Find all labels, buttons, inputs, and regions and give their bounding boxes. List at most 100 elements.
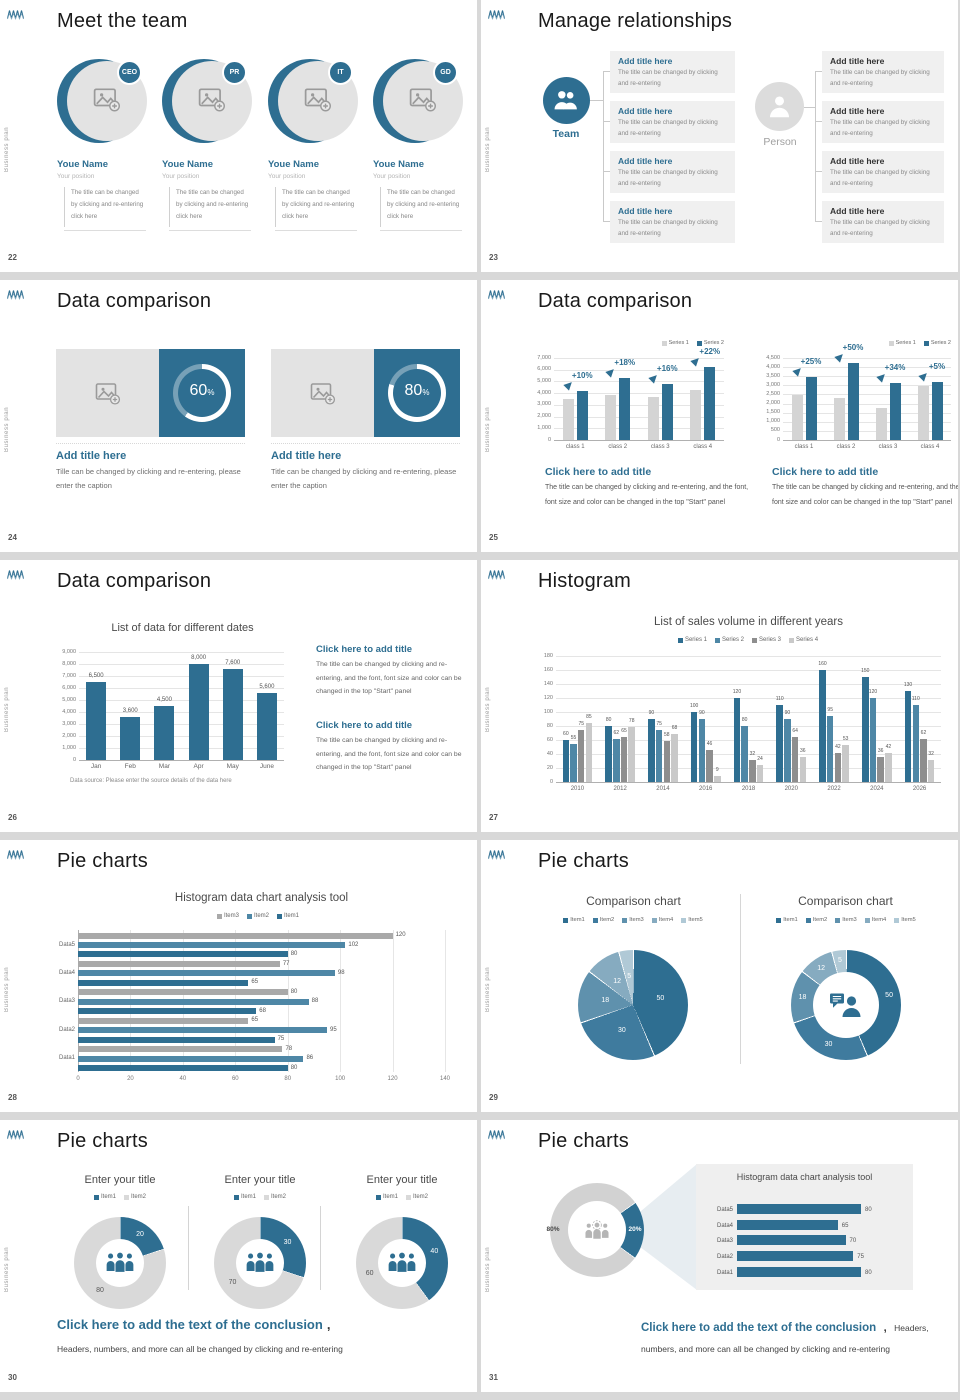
legend-label: Item2 (812, 917, 828, 923)
relationship-box: Add title here The title can be changed b… (822, 51, 944, 93)
x-tick-label: 2022 (827, 786, 841, 792)
x-tick-label: May (226, 763, 239, 770)
bar-value-label: 65 (841, 1222, 849, 1229)
slide-number: 30 (8, 1373, 17, 1382)
y-tick-label: 2,000 (537, 413, 551, 420)
bar (78, 1017, 249, 1024)
box-body: The title can be changed by clicking and… (830, 219, 930, 237)
slide-24[interactable]: Business plan Data comparison 24 Add tit… (0, 280, 477, 552)
legend-swatch (894, 917, 900, 923)
legend-label: Item3 (223, 913, 239, 919)
legend-item: Item5 (681, 917, 703, 923)
bar (877, 756, 884, 782)
bar (661, 383, 673, 440)
category-label: Data4 (58, 969, 75, 976)
legend-item: Item1 (93, 1194, 116, 1200)
person-icon (766, 93, 793, 119)
legend-swatch (681, 917, 687, 923)
bar-value-label: 62 (613, 729, 620, 736)
legend-item: Item4 (651, 917, 673, 923)
y-tick-label: 4,500 (766, 354, 780, 361)
slice-label: 80% (546, 1226, 560, 1233)
legend-item: Series 2 (923, 340, 951, 346)
bar-value-label: 80 (290, 988, 298, 995)
slice-label: 5 (627, 973, 632, 981)
divider-line (815, 71, 816, 221)
legend-item: Item4 (864, 917, 886, 923)
bar (620, 736, 628, 782)
x-tick-label: 100 (335, 1076, 346, 1082)
company-logo-icon (6, 7, 25, 21)
legend-swatch (233, 1194, 239, 1200)
gridline (556, 768, 941, 769)
chart-legend: Item1 Item2 Item3 Item4 Item5 (751, 916, 941, 924)
slide-28[interactable]: Business plan Pie charts 28 Histogram da… (0, 840, 477, 1112)
bar (605, 726, 612, 782)
bar (889, 382, 901, 440)
chart-title: Histogram data chart analysis tool (736, 1172, 873, 1182)
bar-value-label: 6,500 (88, 673, 104, 679)
x-tick-label: 140 (439, 1076, 450, 1082)
slide-23[interactable]: Business plan Manage relationships 23 Te… (481, 0, 958, 272)
relationship-box: Add title here The title can be changed b… (822, 151, 944, 193)
legend-label: Item1 (783, 917, 798, 923)
company-logo-icon (487, 847, 506, 861)
conclusion-block: Click here to add the text of the conclu… (641, 1317, 943, 1359)
gridline (554, 393, 724, 395)
slide-26[interactable]: Business plan Data comparison 26 Click h… (0, 560, 477, 832)
slide-27[interactable]: Business plan Histogram 27 List of sales… (481, 560, 958, 832)
chart-legend: Item1 Item2 (340, 1193, 464, 1201)
legend-swatch (677, 637, 683, 643)
growth-annotation: +16% (656, 363, 678, 373)
box-title: Add title here (830, 106, 885, 116)
bar (749, 759, 756, 782)
bar-value-label: 65 (251, 1017, 259, 1024)
legend-label: Item1 (100, 1194, 116, 1200)
donut-hole (813, 972, 879, 1038)
box-title: Add title here (830, 56, 885, 66)
conclusion-body: Headers, numbers, and more can all be ch… (641, 1323, 929, 1354)
box-body: The title can be changed by clicking and… (618, 169, 718, 187)
box-body: The title can be changed by clicking and… (618, 69, 718, 87)
slide-title: Data comparison (57, 290, 212, 312)
company-logo-icon (487, 287, 506, 301)
legend-swatch (864, 917, 870, 923)
connector-line (603, 171, 610, 172)
legend-item: Series 2 (714, 637, 744, 643)
gridline (556, 726, 941, 727)
legend-item: Item1 (563, 917, 585, 923)
bar (78, 942, 346, 948)
slide-31[interactable]: Business plan Pie charts 31 Click here t… (481, 1120, 958, 1392)
gridline (783, 412, 951, 414)
slide-22[interactable]: Business plan Meet the team 22 CEO Youe N… (0, 0, 477, 272)
bar-value-label: 80 (741, 717, 748, 723)
x-tick-label: Jan (90, 763, 102, 770)
slide-29[interactable]: Business plan Pie charts 29 Comparison c… (481, 840, 958, 1112)
gridline (79, 676, 284, 677)
slide-25[interactable]: Business plan Data comparison 25 Click h… (481, 280, 958, 552)
comparison-card: 80% (271, 349, 460, 444)
legend-label: Item3 (842, 917, 857, 923)
conclusion-separator: , (326, 1317, 331, 1332)
x-tick-label: Apr (193, 763, 204, 770)
divider-line (320, 1206, 321, 1290)
y-tick-label: 100 (543, 708, 553, 715)
bar (875, 408, 887, 440)
chart-title: Enter your title (366, 1174, 438, 1186)
text-block-body: The title can be changed by clicking and… (316, 661, 462, 695)
member-name: Youe Name (373, 159, 425, 170)
legend-label: Item2 (253, 913, 269, 919)
member-description: The title can be changed by clicking and… (64, 187, 146, 227)
legend-label: Item1 (284, 913, 300, 919)
bar-value-label: 100 (690, 703, 699, 709)
member-position: Your position (268, 173, 306, 180)
slice-label: 50 (885, 992, 893, 1000)
connector-line (815, 171, 822, 172)
slide-30[interactable]: Business plan Pie charts 30 Click here t… (0, 1120, 477, 1392)
legend-label: Series 3 (759, 637, 782, 643)
gridline (79, 724, 284, 725)
legend-item: Item2 (264, 1194, 286, 1200)
bar (120, 716, 141, 760)
team-member-card: PR Youe Name Your position The title can be… (162, 58, 258, 234)
slide-number: 22 (8, 253, 17, 262)
